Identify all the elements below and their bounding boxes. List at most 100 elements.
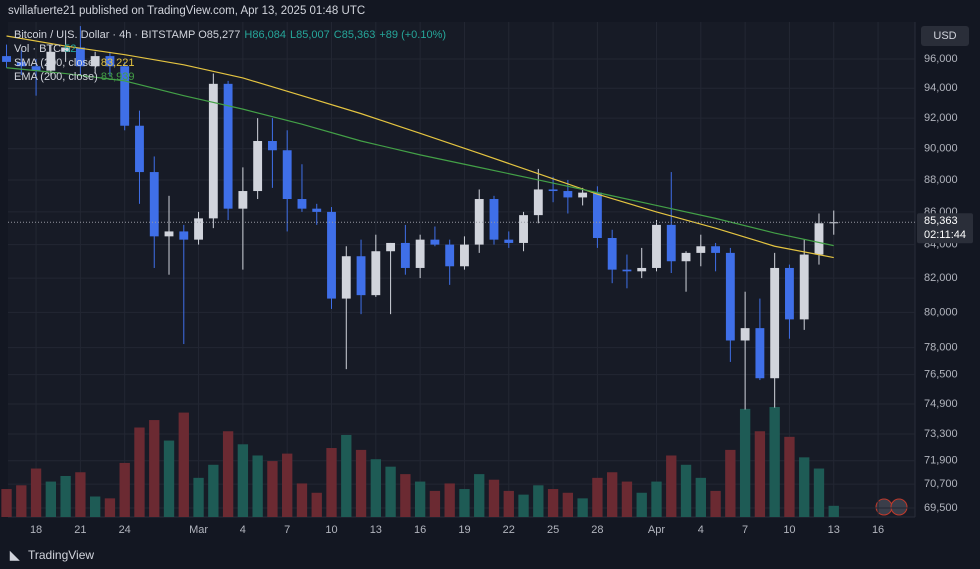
candle-body [770, 267, 780, 379]
volume-bar [385, 466, 396, 517]
volume-bar [562, 492, 574, 517]
volume-bar [30, 468, 42, 517]
candle-body [31, 66, 41, 71]
y-tick-label: 90,000 [924, 143, 958, 155]
candle-body [578, 192, 588, 198]
y-tick-label: 74,900 [924, 398, 958, 410]
candle-body [386, 242, 396, 252]
x-tick-label: 16 [414, 524, 426, 536]
candle-body [711, 246, 721, 253]
candle-body [740, 328, 750, 341]
candle-body [430, 239, 440, 245]
volume-label: Vol · BTC [14, 43, 62, 55]
volume-bar [16, 485, 27, 517]
y-tick-label: 94,000 [924, 82, 958, 94]
volume-bar [680, 464, 692, 517]
volume-bar [282, 453, 293, 517]
y-tick-label: 73,300 [924, 428, 958, 440]
volume-bar [444, 483, 455, 517]
legend-title: Bitcoin / U.S. Dollar · 4h · BITSTAMP O8… [14, 29, 450, 41]
volume-bar [592, 477, 603, 517]
volume-bar [488, 479, 500, 517]
candle-body [179, 231, 189, 240]
sma-value: 83,221 [100, 57, 135, 69]
candle-body [755, 328, 765, 379]
candle-body [415, 239, 425, 268]
ema-name: EMA (200, close) [14, 71, 98, 83]
currency-box [921, 26, 969, 46]
volume-bar [503, 490, 514, 517]
volume-bar [45, 481, 57, 517]
ohlc-item: O85,277 [198, 29, 241, 41]
currency: USD [933, 30, 956, 42]
x-tick-label: 24 [119, 524, 131, 536]
candle-body [400, 242, 410, 268]
ohlc-item: L85,007 [290, 29, 330, 41]
candle-body [460, 244, 469, 267]
volume-bar [104, 498, 116, 517]
volume-bar [784, 436, 795, 517]
x-tick-label: 28 [591, 524, 603, 536]
volume-bar [414, 481, 426, 517]
volume-bar [400, 474, 411, 517]
candle-body [356, 256, 366, 296]
x-tick-label: 18 [30, 524, 42, 536]
x-tick-label: 22 [503, 524, 515, 536]
candle-body [829, 222, 839, 224]
candle-body [445, 244, 455, 267]
ohlc-item: +89 (+0.10%) [379, 29, 447, 41]
x-tick-label: 4 [240, 524, 246, 536]
footer: TradingView [28, 548, 94, 562]
x-tick-label: 10 [783, 524, 795, 536]
candle-body [666, 224, 676, 262]
volume-bar [193, 477, 204, 517]
volume-bar [296, 483, 308, 517]
last-price-tag [917, 213, 973, 244]
volume-bar [429, 490, 441, 517]
candle-body [622, 269, 632, 272]
x-tick-label: 10 [325, 524, 337, 536]
volume-bar [799, 457, 810, 517]
candle-body [194, 218, 203, 240]
candle-body [120, 66, 130, 126]
volume-bar [119, 462, 130, 517]
flag-icon[interactable] [890, 498, 908, 516]
candle-body [282, 150, 292, 200]
symbol: Bitcoin / U.S. Dollar · 4h · BITSTAMP [14, 29, 196, 41]
candle-body [312, 208, 322, 212]
volume-bar [739, 408, 751, 517]
candle-body [504, 239, 514, 243]
volume-bar [577, 498, 588, 517]
candle-body [785, 267, 794, 320]
candle-body [341, 256, 351, 299]
candle-body [637, 267, 647, 272]
volume-bar [311, 492, 322, 517]
volume-bar [651, 481, 662, 517]
x-tick-label: 7 [742, 524, 748, 536]
indicator-line [6, 67, 834, 247]
volume-bar [518, 494, 529, 517]
candle-body [371, 251, 381, 296]
candle-body [135, 125, 144, 173]
volume-bar [60, 475, 71, 517]
volume-bar [149, 420, 160, 517]
volume-bar [252, 455, 263, 517]
volume-bar [222, 431, 234, 517]
y-tick-label: 88,000 [924, 174, 958, 186]
published-line: svillafuerte21 published on TradingView.… [8, 5, 366, 17]
candle-body [607, 237, 617, 270]
x-tick-label: 4 [698, 524, 704, 536]
volume-bar [769, 407, 780, 517]
volume-bar [607, 472, 618, 517]
candle-body [267, 141, 277, 151]
candle-body [799, 254, 809, 320]
candle-body [16, 61, 26, 67]
candle-body [223, 83, 233, 209]
candle-body [253, 141, 263, 192]
x-tick-label: Mar [189, 524, 208, 536]
y-tick-label: 69,500 [924, 502, 958, 514]
volume-bar [134, 427, 145, 517]
candle-body [208, 83, 218, 219]
candle-body [238, 191, 248, 209]
volume-bar [237, 444, 249, 517]
